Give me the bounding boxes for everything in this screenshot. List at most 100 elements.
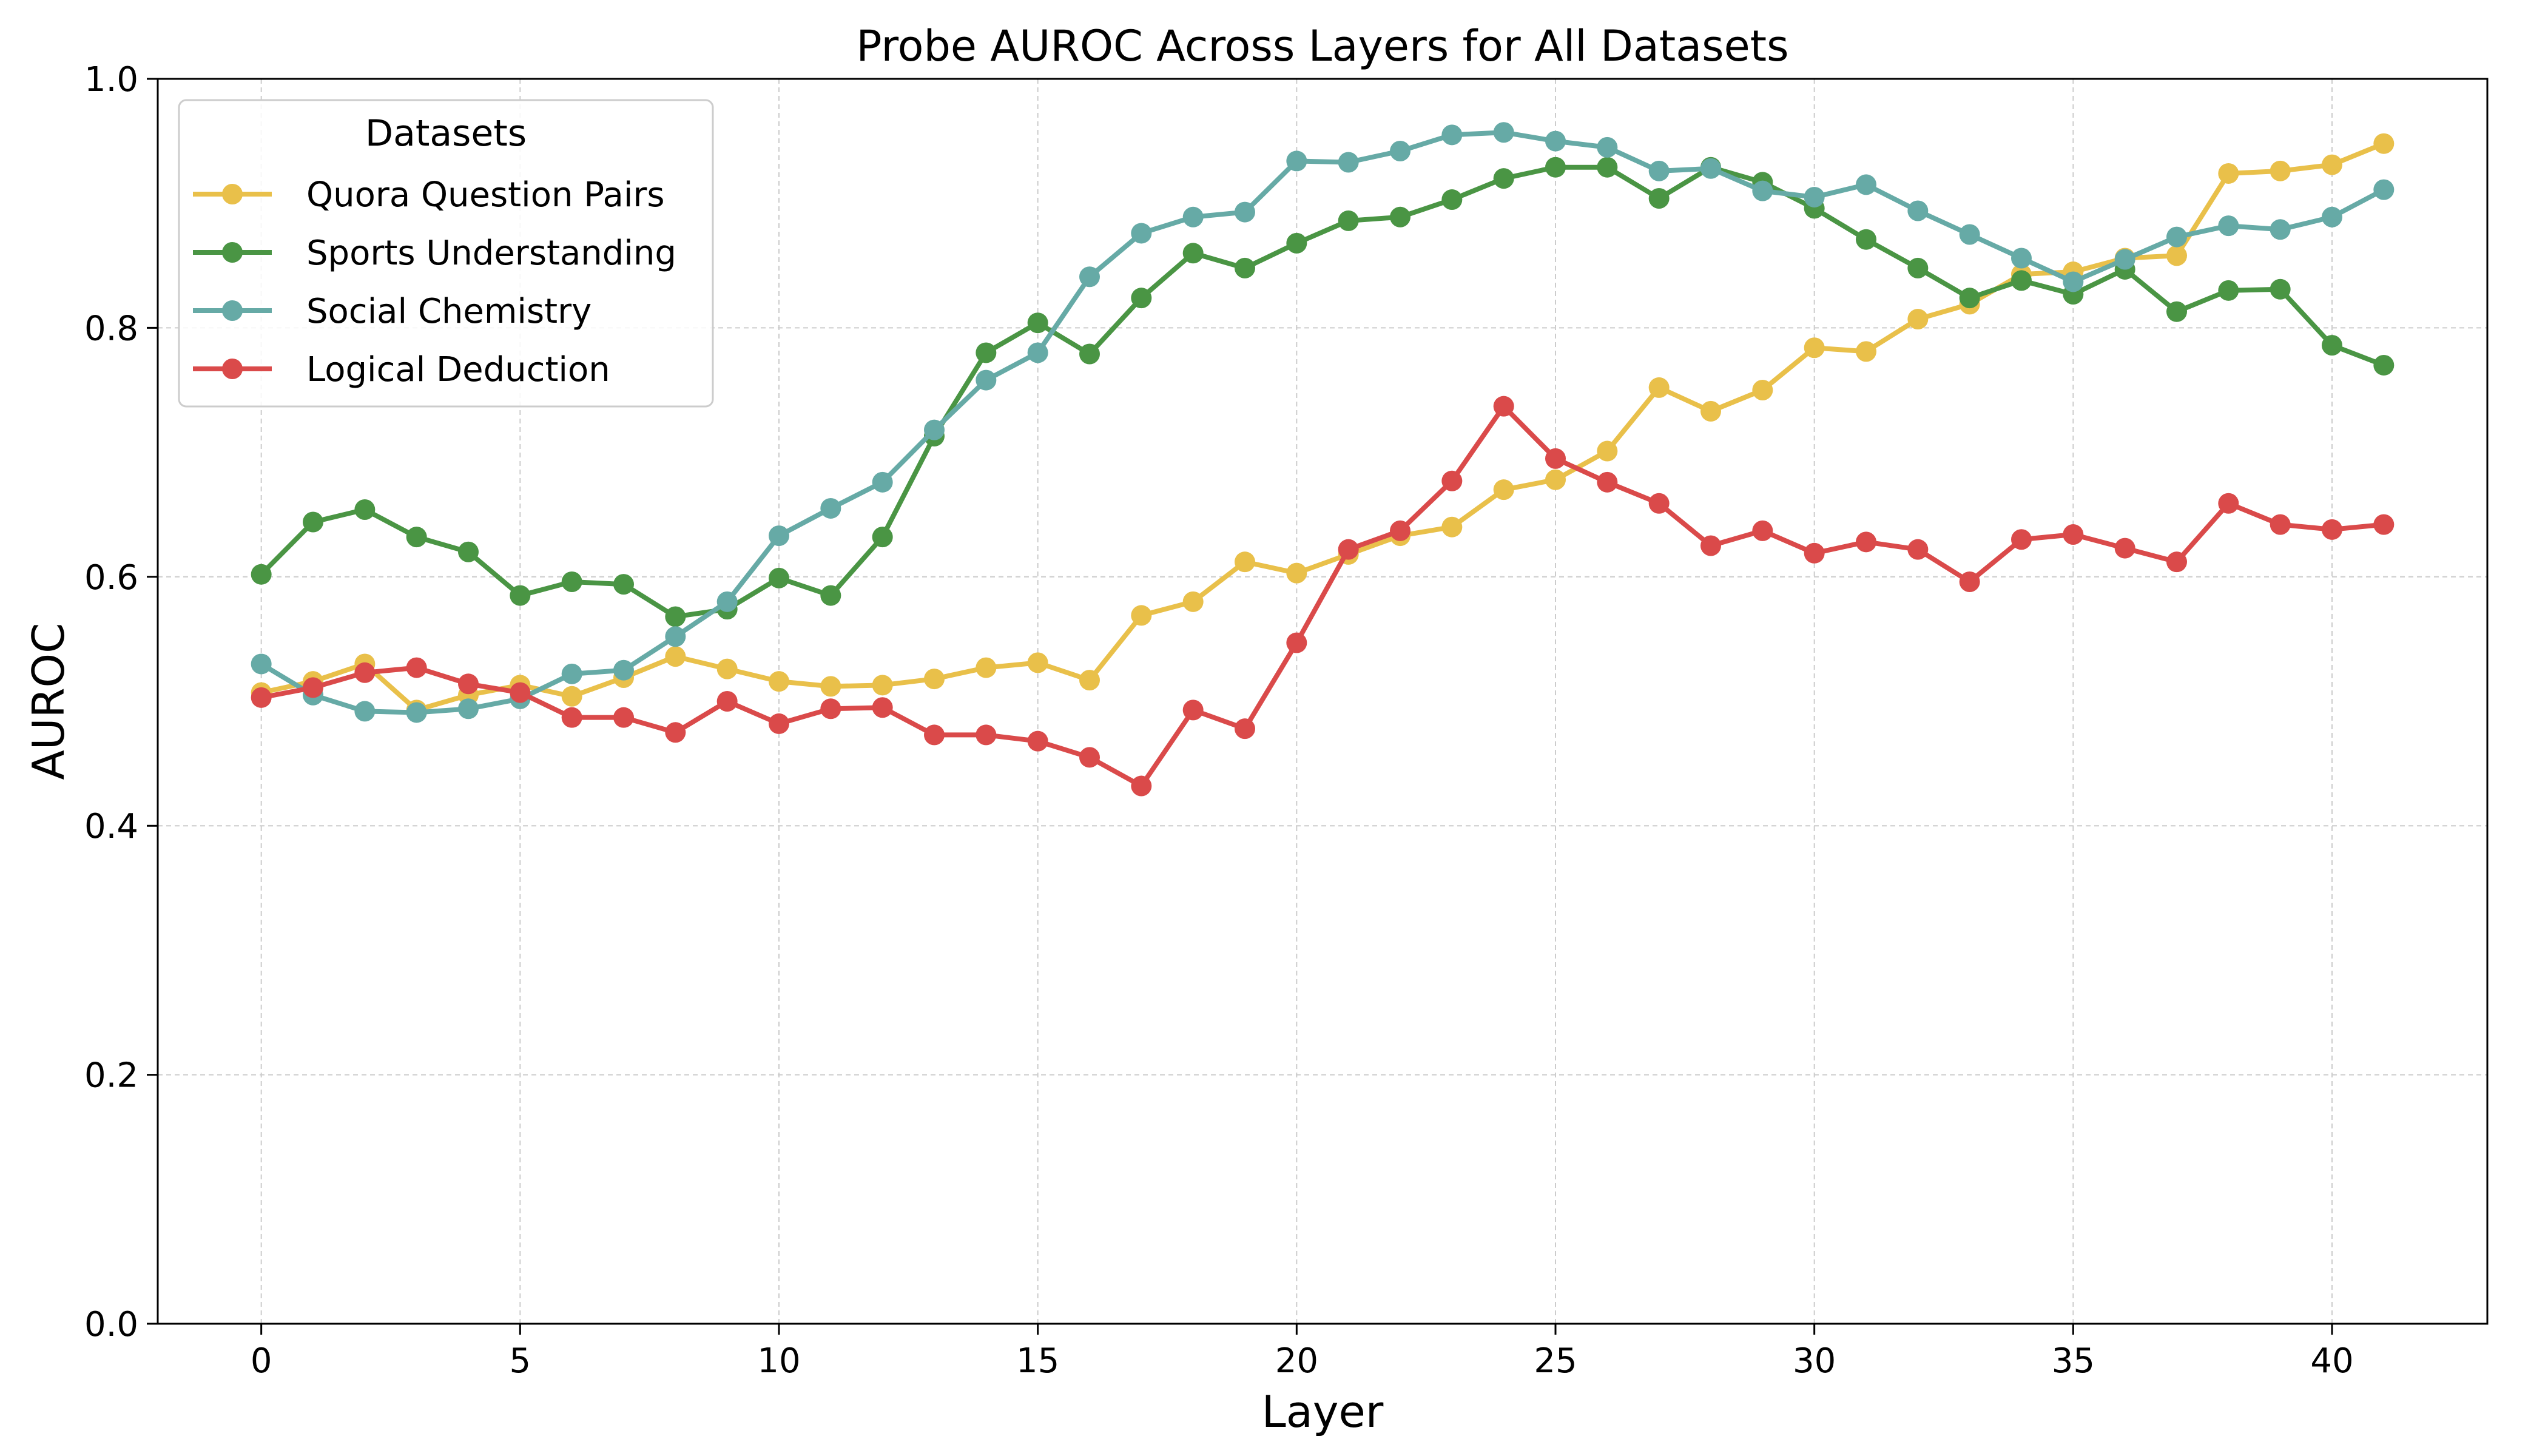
data-point xyxy=(1493,479,1514,500)
data-point xyxy=(976,342,997,363)
data-point xyxy=(1959,224,1980,245)
x-tick-label: 20 xyxy=(1275,1341,1318,1381)
data-point xyxy=(2373,354,2395,376)
data-point xyxy=(1752,520,1773,541)
data-point xyxy=(1856,531,1876,553)
data-point xyxy=(665,722,686,743)
data-point xyxy=(2166,551,2187,573)
data-point xyxy=(1597,157,1618,178)
data-point xyxy=(458,673,479,695)
data-point xyxy=(716,591,738,612)
data-point xyxy=(2373,133,2395,154)
data-point xyxy=(1027,730,1048,752)
data-point xyxy=(1027,652,1048,673)
data-point xyxy=(872,675,893,696)
data-point xyxy=(303,677,323,698)
data-point xyxy=(1752,180,1773,201)
data-point xyxy=(2322,154,2342,175)
data-point xyxy=(1131,775,1152,797)
data-point xyxy=(1027,312,1048,334)
data-point xyxy=(1700,535,1721,556)
data-point xyxy=(1079,266,1100,288)
data-point xyxy=(820,585,841,606)
y-tick-label: 0.4 xyxy=(84,807,138,846)
legend-label: Quora Question Pairs xyxy=(306,175,665,215)
series-social-chemistry xyxy=(251,122,2395,723)
data-point xyxy=(1286,632,1307,653)
data-point xyxy=(1804,542,1825,564)
data-point xyxy=(1545,130,1566,152)
y-tick-label: 0.8 xyxy=(84,309,138,348)
data-point xyxy=(1182,243,1204,264)
data-point xyxy=(1907,539,1929,560)
data-point xyxy=(561,707,582,728)
data-point xyxy=(976,657,997,678)
x-axis-title: Layer xyxy=(1262,1386,1384,1437)
data-point xyxy=(2218,280,2239,301)
data-point xyxy=(924,669,945,690)
data-point xyxy=(1545,448,1566,469)
data-point xyxy=(872,697,893,718)
legend-swatch-marker xyxy=(222,242,243,263)
data-point xyxy=(1235,718,1255,740)
data-point xyxy=(1597,471,1618,493)
data-point xyxy=(1182,699,1204,721)
data-point xyxy=(976,724,997,746)
data-point xyxy=(2114,538,2135,559)
data-point xyxy=(2063,271,2084,292)
data-point xyxy=(458,541,479,562)
data-point xyxy=(1700,158,1721,179)
data-point xyxy=(716,691,738,712)
data-point xyxy=(2011,270,2032,291)
legend-title: Datasets xyxy=(365,112,527,155)
data-point xyxy=(1286,150,1307,172)
data-point xyxy=(1907,200,1929,221)
data-point xyxy=(665,626,686,647)
data-point xyxy=(406,702,427,723)
y-tick-label: 0.2 xyxy=(84,1056,138,1096)
data-point xyxy=(1441,189,1463,211)
x-tick-label: 5 xyxy=(510,1341,531,1381)
legend-box xyxy=(178,99,714,408)
legend: Datasets Quora Question Pairs Sports Unde… xyxy=(178,99,714,408)
x-tick-label: 25 xyxy=(1534,1341,1577,1381)
data-point xyxy=(2373,514,2395,535)
data-point xyxy=(561,571,582,593)
legend-entries: Quora Question Pairs Sports Understanding… xyxy=(193,175,676,389)
data-point xyxy=(1338,152,1359,173)
y-tick-label: 0.6 xyxy=(84,558,138,598)
data-point xyxy=(2218,163,2239,184)
data-point xyxy=(2218,493,2239,514)
data-point xyxy=(251,653,272,675)
y-tick-label: 1.0 xyxy=(84,60,138,99)
x-tick-label: 15 xyxy=(1016,1341,1059,1381)
data-point xyxy=(1907,309,1929,330)
data-point xyxy=(665,606,686,627)
data-point xyxy=(1338,539,1359,560)
data-point xyxy=(1182,591,1204,612)
data-point xyxy=(2218,215,2239,237)
data-point xyxy=(1441,470,1463,491)
data-point xyxy=(2011,529,2032,550)
legend-swatch-marker xyxy=(222,359,243,379)
plot-area-frame xyxy=(157,78,2489,1325)
data-point xyxy=(2166,226,2187,248)
legend-label: Logical Deduction xyxy=(306,350,610,389)
data-point xyxy=(510,682,531,703)
data-point xyxy=(251,564,272,585)
data-point xyxy=(2063,524,2084,545)
data-point xyxy=(2166,301,2187,322)
series-logical-deduction xyxy=(251,396,2395,797)
data-point xyxy=(1441,516,1463,538)
data-point xyxy=(1027,342,1048,363)
data-point xyxy=(1286,232,1307,254)
data-point xyxy=(2011,248,2032,269)
data-point xyxy=(1390,206,1410,228)
x-tick-label: 10 xyxy=(757,1341,800,1381)
data-point xyxy=(872,527,893,548)
data-point xyxy=(665,646,686,667)
x-tick-label: 35 xyxy=(2052,1341,2095,1381)
data-point xyxy=(1856,229,1876,250)
data-point xyxy=(1493,396,1514,417)
data-point xyxy=(1286,562,1307,584)
